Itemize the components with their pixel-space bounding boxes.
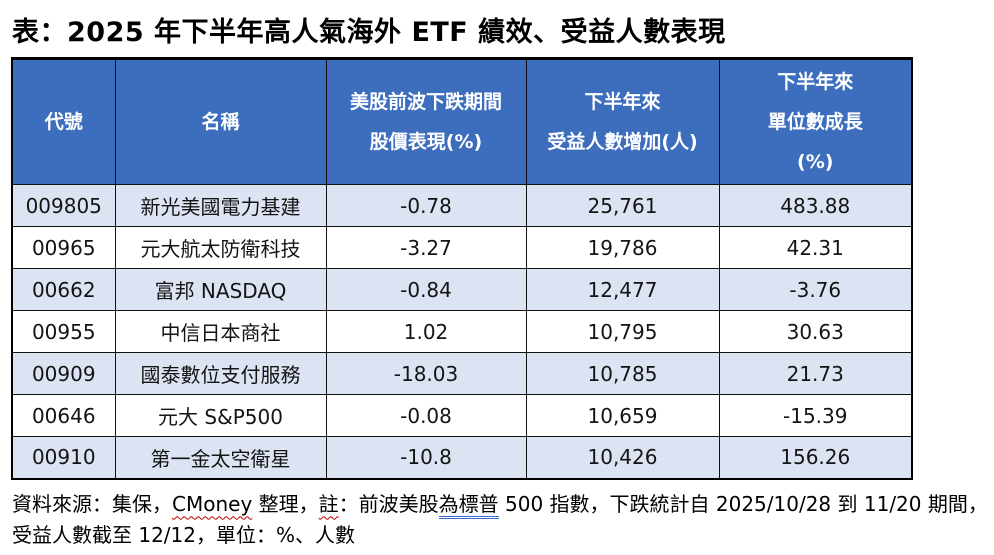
price-performance-cell: -10.8 (325, 436, 527, 479)
table-row: 00910 第一金太空衛星 -10.8 10,426 156.26 (11, 436, 913, 479)
holders-increase-cell: 10,426 (525, 436, 720, 479)
column-header: 代號 (11, 57, 116, 185)
holders-increase-cell: 19,786 (525, 226, 720, 269)
price-performance-cell: -0.08 (325, 394, 527, 437)
price-performance-cell: -3.27 (325, 226, 527, 269)
etf-name-cell: 新光美國電力基建 (114, 184, 327, 227)
source-text-blue-squiggle: 為標普 (438, 491, 499, 519)
table-row: 009805 新光美國電力基建 -0.78 25,761 483.88 (11, 184, 913, 227)
etf-name-cell: 元大航太防衛科技 (114, 226, 327, 269)
unit-growth-cell: 156.26 (718, 436, 913, 479)
etf-name-cell: 第一金太空衛星 (114, 436, 327, 479)
etf-name-cell: 國泰數位支付服務 (114, 352, 327, 395)
source-note-line-2: 受益人數截至 12/12，單位：%、人數 (12, 522, 355, 547)
source-text: 資料來源：集保， (12, 491, 172, 516)
table-body: 009805 新光美國電力基建 -0.78 25,761 483.88 00965 元大航太… (11, 184, 913, 479)
price-performance-cell: 1.02 (325, 310, 527, 353)
source-note: 資料來源：集保，CMoney 整理，註：前波美股為標普 500 指數，下跌統計自… (12, 489, 994, 551)
source-text: 整理， (252, 491, 319, 516)
unit-growth-cell: -15.39 (718, 394, 913, 437)
etf-performance-table: 代號 名稱 美股前波下跌期間 股價表現(%) 下半年來 受益人數增加(人) 下半年來 單位數成… (11, 57, 913, 480)
unit-growth-cell: 483.88 (718, 184, 913, 227)
table-row: 00955 中信日本商社 1.02 10,795 30.63 (11, 310, 913, 353)
source-text: 500 指數，下跌統計自 2025/10/28 到 11/20 期間， (498, 491, 988, 516)
holders-increase-cell: 12,477 (525, 268, 720, 311)
etf-name-cell: 富邦 NASDAQ (114, 268, 327, 311)
table-row: 00662 富邦 NASDAQ -0.84 12,477 -3.76 (11, 268, 913, 311)
etf-code-cell: 00909 (11, 352, 116, 395)
price-performance-cell: -0.78 (325, 184, 527, 227)
holders-increase-cell: 10,795 (525, 310, 720, 353)
source-text: ：前波美股 (338, 491, 439, 516)
holders-increase-cell: 10,785 (525, 352, 720, 395)
holders-increase-cell: 10,659 (525, 394, 720, 437)
unit-growth-cell: 42.31 (718, 226, 913, 269)
column-header: 名稱 (114, 57, 327, 185)
etf-code-cell: 00646 (11, 394, 116, 437)
etf-code-cell: 00910 (11, 436, 116, 479)
column-header: 美股前波下跌期間 股價表現(%) (325, 57, 527, 185)
column-header: 下半年來 單位數成長 (%) (718, 57, 913, 185)
etf-code-cell: 00965 (11, 226, 116, 269)
etf-name-cell: 中信日本商社 (114, 310, 327, 353)
table-header-row: 代號 名稱 美股前波下跌期間 股價表現(%) 下半年來 受益人數增加(人) 下半年來 單位數成… (11, 57, 913, 185)
etf-code-cell: 00955 (11, 310, 116, 353)
price-performance-cell: -0.84 (325, 268, 527, 311)
etf-name-cell: 元大 S&P500 (114, 394, 327, 437)
table-row: 00646 元大 S&P500 -0.08 10,659 -15.39 (11, 394, 913, 437)
table-row: 00965 元大航太防衛科技 -3.27 19,786 42.31 (11, 226, 913, 269)
source-text-red-squiggle: 註 (318, 491, 339, 516)
unit-growth-cell: 30.63 (718, 310, 913, 353)
unit-growth-cell: 21.73 (718, 352, 913, 395)
holders-increase-cell: 25,761 (525, 184, 720, 227)
etf-code-cell: 009805 (11, 184, 116, 227)
source-note-line-1: 資料來源：集保，CMoney 整理，註：前波美股為標普 500 指數，下跌統計自… (12, 489, 994, 520)
column-header: 下半年來 受益人數增加(人) (525, 57, 720, 185)
etf-code-cell: 00662 (11, 268, 116, 311)
source-text-red-squiggle: CMoney (172, 491, 253, 516)
unit-growth-cell: -3.76 (718, 268, 913, 311)
price-performance-cell: -18.03 (325, 352, 527, 395)
page-title: 表：2025 年下半年高人氣海外 ETF 績效、受益人數表現 (12, 17, 726, 48)
table-row: 00909 國泰數位支付服務 -18.03 10,785 21.73 (11, 352, 913, 395)
